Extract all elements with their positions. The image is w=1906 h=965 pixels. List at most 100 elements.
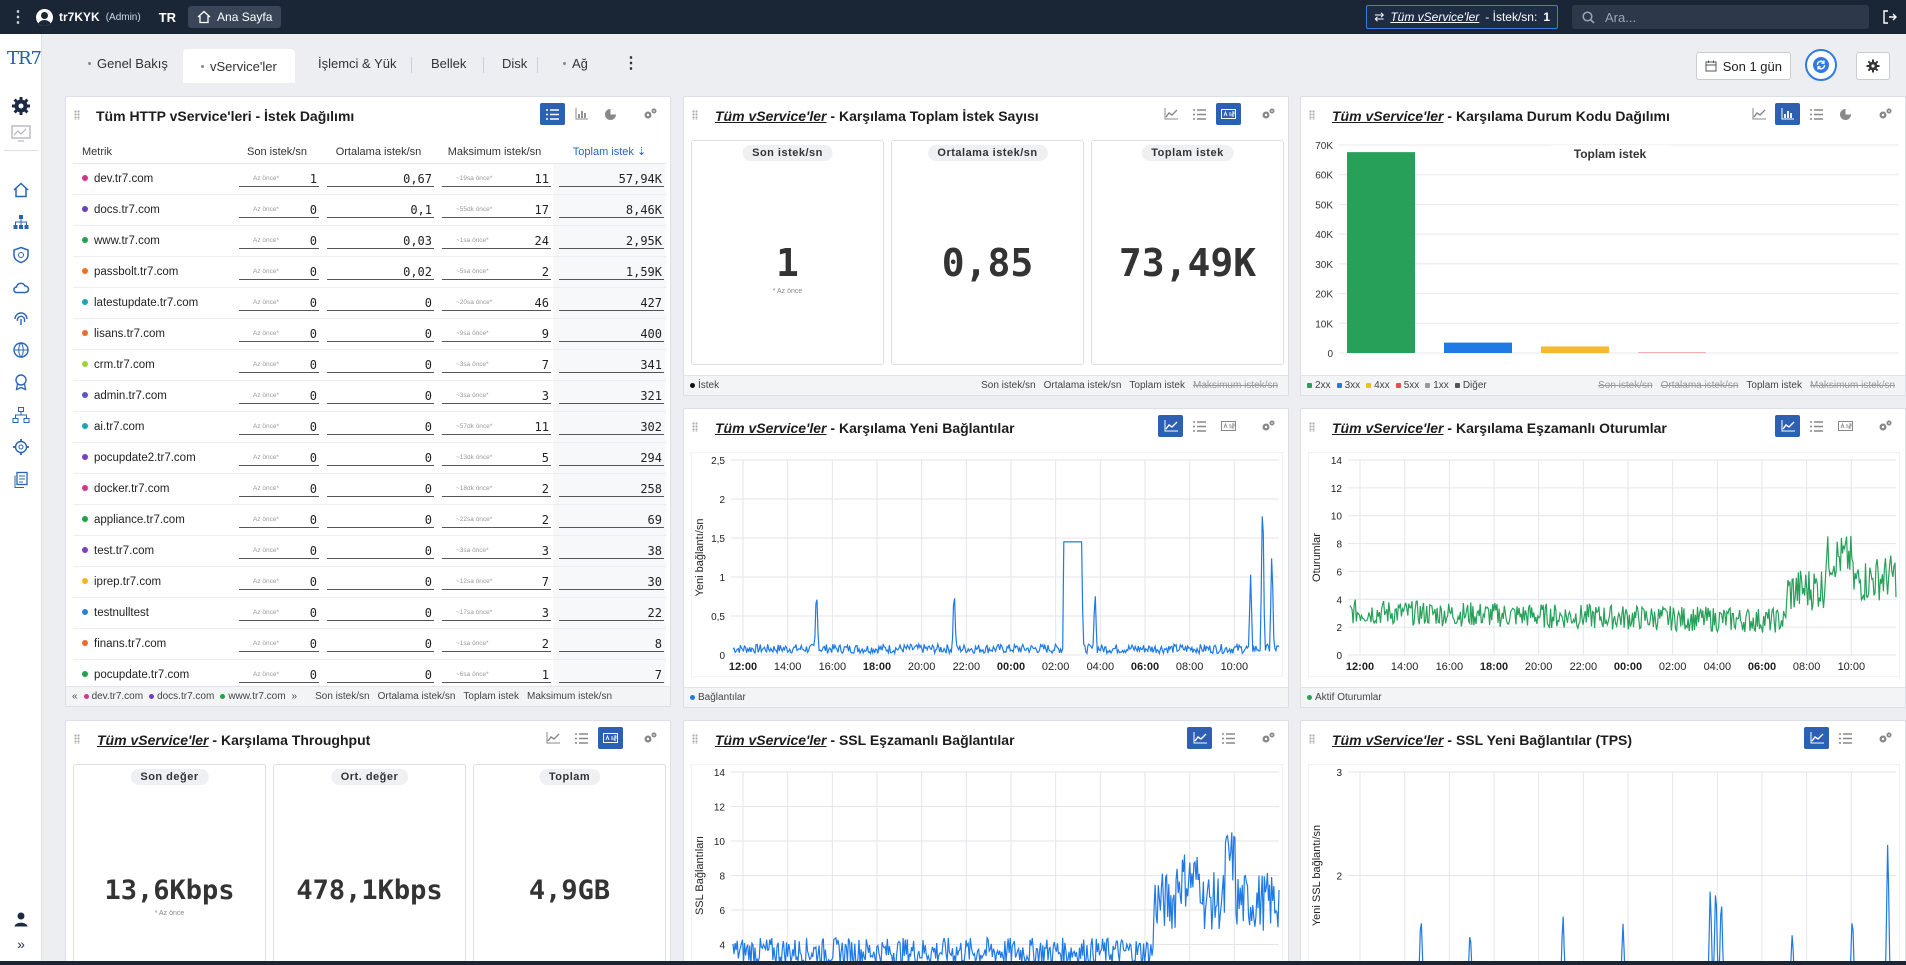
line-chart-icon[interactable] (1746, 103, 1771, 125)
kpi-view-icon[interactable] (1216, 415, 1241, 437)
col-last[interactable]: Son istek/sn (233, 141, 321, 164)
kpi-view-icon[interactable] (1833, 415, 1858, 437)
metric-name[interactable]: latestupdate.tr7.com (73, 287, 233, 319)
list-view-icon[interactable] (1216, 727, 1241, 749)
col-avg[interactable]: Ortalama istek/sn (321, 141, 436, 164)
search-box[interactable]: Ara... (1572, 5, 1869, 29)
table-row[interactable]: www.tr7.com Az önce* 0 0,03 ~1sa önce* 24 2,95… (73, 225, 666, 257)
line-chart-icon[interactable] (1775, 415, 1800, 437)
list-view-icon[interactable] (1804, 103, 1829, 125)
metric-name[interactable]: test.tr7.com (73, 535, 233, 567)
metric-name[interactable]: finans.tr7.com (73, 628, 233, 660)
footer-metric[interactable]: Toplam istek (1129, 380, 1185, 391)
metric-name[interactable]: pocupdate2.tr7.com (73, 442, 233, 474)
legend-item[interactable]: Diğer (1454, 380, 1487, 391)
drag-handle[interactable] (692, 734, 698, 744)
gear-icon[interactable] (11, 437, 31, 457)
table-row[interactable]: lisans.tr7.com Az önce* 0 0 ~9sa önce* 9 400 (73, 318, 666, 350)
legend-item[interactable]: 2xx (1307, 380, 1331, 391)
footer-metric-disabled[interactable]: Maksimum istek/sn (1192, 380, 1278, 391)
table-row[interactable]: pocupdate2.tr7.com Az önce* 0 0 ~13dk önce* 5… (73, 442, 666, 474)
panel-title-link[interactable]: Tüm vService'ler (715, 420, 827, 436)
expand-sidebar-icon[interactable]: » (17, 936, 25, 952)
settings-gear-icon[interactable] (11, 96, 31, 116)
footer-metric[interactable]: Ortalama istek/sn (377, 691, 456, 702)
series-line[interactable] (732, 516, 1280, 656)
metric-name[interactable]: www.tr7.com (73, 225, 233, 257)
network-icon[interactable] (11, 405, 31, 425)
line-chart-icon[interactable] (1158, 103, 1183, 125)
drag-handle[interactable] (74, 734, 80, 744)
logout-icon[interactable] (1882, 9, 1898, 25)
footer-metric[interactable]: Maksimum istek/sn (526, 691, 612, 702)
col-total[interactable]: Toplam istek ⇣ (553, 141, 666, 164)
monitor-icon[interactable] (11, 124, 31, 144)
table-row[interactable]: iprep.tr7.com Az önce* 0 0 ~12sa önce* 7 30 (73, 566, 666, 598)
metric-name[interactable]: admin.tr7.com (73, 380, 233, 412)
legend-item[interactable]: www.tr7.com (220, 691, 286, 702)
table-row[interactable]: passbolt.tr7.com Az önce* 0 0,02 ~5sa önce* 2… (73, 256, 666, 288)
globe-icon[interactable] (11, 340, 31, 360)
drag-handle[interactable] (1309, 422, 1315, 432)
panel-title-link[interactable]: Tüm vService'ler (715, 732, 827, 748)
panel-title-link[interactable]: Tüm vService'ler (715, 108, 827, 124)
legend-item[interactable]: İstek (698, 380, 720, 391)
metric-name[interactable]: lisans.tr7.com (73, 318, 233, 350)
legend-item[interactable]: Bağlantılar (698, 692, 746, 703)
tab-cpu-load[interactable]: İşlemci & Yük (318, 55, 397, 71)
panel-settings-icon[interactable] (637, 727, 662, 749)
bar-chart-icon[interactable] (569, 103, 594, 125)
service-selector[interactable]: ⇄ Tüm vService'ler - İstek/sn: 1 (1366, 5, 1558, 29)
table-row[interactable]: appliance.tr7.com Az önce* 0 0 ~22sa önce* 2 6… (73, 504, 666, 536)
scroll-right-icon[interactable]: » (291, 691, 298, 702)
panel-settings-icon[interactable] (1872, 727, 1897, 749)
footer-metric[interactable]: Son istek/sn (315, 691, 370, 702)
bar-3xx[interactable] (1444, 342, 1512, 353)
metric-name[interactable]: testnulltest (73, 597, 233, 629)
home-icon[interactable] (11, 180, 31, 200)
footer-metric[interactable]: Ortalama istek/sn (1043, 380, 1122, 391)
legend-item[interactable]: 1xx (1425, 380, 1449, 391)
list-view-icon[interactable] (1187, 415, 1212, 437)
footer-metric-disabled[interactable]: Ortalama istek/sn (1660, 380, 1739, 391)
legend-item[interactable]: 3xx (1336, 380, 1360, 391)
table-row[interactable]: crm.tr7.com Az önce* 0 0 ~3sa önce* 7 341 (73, 349, 666, 381)
legend-item[interactable]: Aktif Oturumlar (1315, 692, 1382, 703)
home-button[interactable]: Ana Sayfa (188, 6, 282, 28)
table-row[interactable]: test.tr7.com Az önce* 0 0 ~3sa önce* 3 38 (73, 535, 666, 567)
panel-title-link[interactable]: Tüm vService'ler (1332, 420, 1444, 436)
table-row[interactable]: dev.tr7.com Az önce* 1 0,67 ~19sa önce* 11 57,… (73, 163, 666, 195)
table-row[interactable]: docs.tr7.com Az önce* 0 0,1 ~55dk önce* 17 8,4… (73, 194, 666, 226)
metric-name[interactable]: appliance.tr7.com (73, 504, 233, 536)
footer-metric[interactable]: Toplam istek (463, 691, 519, 702)
more-tabs-icon[interactable]: ⋮ (623, 55, 639, 72)
tab-memory[interactable]: Bellek (431, 55, 467, 71)
tab-overview[interactable]: Genel Bakış (88, 49, 168, 77)
panel-settings-icon[interactable] (637, 103, 662, 125)
footer-metric-disabled[interactable]: Son istek/sn (1598, 380, 1653, 391)
metric-name[interactable]: dev.tr7.com (73, 163, 233, 195)
footer-metric[interactable]: Toplam istek (1746, 380, 1802, 391)
tab-vservices[interactable]: vService'ler (183, 49, 295, 83)
bar-2xx[interactable] (1347, 152, 1415, 353)
bar-4xx[interactable] (1541, 346, 1609, 353)
legend-item[interactable]: 4xx (1366, 380, 1390, 391)
list-view-icon[interactable] (569, 727, 594, 749)
table-row[interactable]: testnulltest Az önce* 0 0 ~17sa önce* 3 22 (73, 597, 666, 629)
refresh-button[interactable] (1805, 49, 1837, 81)
pie-chart-icon[interactable] (1833, 103, 1858, 125)
tab-disk[interactable]: Disk (502, 55, 528, 71)
list-view-icon[interactable] (1187, 103, 1212, 125)
pie-chart-icon[interactable] (598, 103, 623, 125)
legend-item[interactable]: dev.tr7.com (83, 691, 143, 702)
bar-chart-icon[interactable] (1775, 103, 1800, 125)
search-input[interactable]: Ara... (1605, 9, 1637, 25)
metric-name[interactable]: passbolt.tr7.com (73, 256, 233, 288)
menu-dots-icon[interactable]: ⋮ (10, 9, 26, 26)
metric-name[interactable]: docs.tr7.com (73, 194, 233, 226)
list-view-icon[interactable] (540, 103, 565, 125)
legend-item[interactable]: docs.tr7.com (149, 691, 214, 702)
panel-title-link[interactable]: Tüm vService'ler (1332, 732, 1444, 748)
table-row[interactable]: ai.tr7.com Az önce* 0 0 ~57dk önce* 11 302 (73, 411, 666, 443)
language-switch[interactable]: TR (158, 9, 177, 25)
